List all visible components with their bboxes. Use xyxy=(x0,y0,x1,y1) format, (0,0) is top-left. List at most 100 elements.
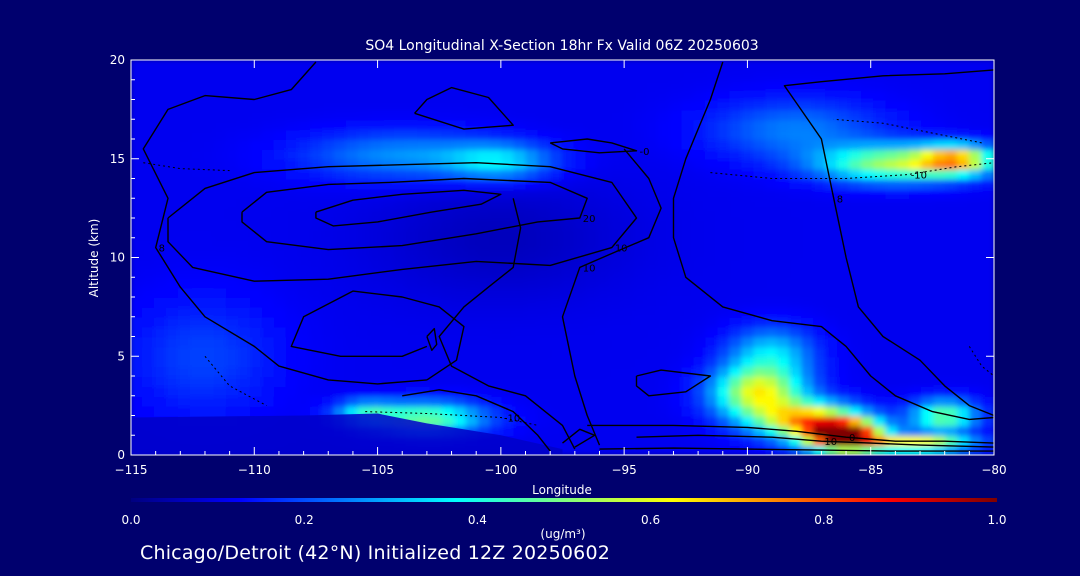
field-cell xyxy=(693,286,708,298)
field-cell xyxy=(429,325,444,338)
field-cell xyxy=(765,404,780,417)
field-cell xyxy=(489,177,504,190)
field-cell xyxy=(813,305,828,318)
field-cell xyxy=(189,384,204,397)
field-cell xyxy=(549,246,564,259)
field-cell xyxy=(801,78,816,91)
field-cell xyxy=(969,108,984,121)
field-cell xyxy=(981,256,994,269)
field-cell xyxy=(693,207,708,219)
field-cell xyxy=(309,355,324,368)
field-cell xyxy=(309,118,324,131)
field-cell xyxy=(693,335,708,348)
field-cell xyxy=(213,68,228,81)
field-cell xyxy=(429,305,444,318)
field-cell xyxy=(681,157,696,170)
field-cell xyxy=(357,246,372,259)
field-cell xyxy=(801,375,816,387)
field-cell xyxy=(969,78,984,91)
field-cell xyxy=(621,345,636,358)
field-cell xyxy=(381,197,396,210)
field-cell xyxy=(729,78,744,91)
field-cell xyxy=(789,98,804,111)
field-cell xyxy=(825,138,840,150)
field-cell xyxy=(777,276,792,289)
field-cell xyxy=(549,256,564,269)
field-cell xyxy=(225,167,240,180)
field-cell xyxy=(717,207,732,219)
field-cell xyxy=(513,394,528,407)
field-cell xyxy=(777,177,792,190)
field-cell xyxy=(285,108,300,121)
field-cell xyxy=(131,68,144,81)
field-cell xyxy=(285,147,300,160)
field-cell xyxy=(681,128,696,140)
field-cell xyxy=(489,98,504,111)
field-cell xyxy=(777,286,792,298)
field-cell xyxy=(441,197,456,210)
field-cell xyxy=(561,345,576,358)
field-cell xyxy=(561,444,576,455)
field-cell xyxy=(897,118,912,131)
field-cell xyxy=(621,246,636,259)
contour-label: 0 xyxy=(849,433,855,444)
field-cell xyxy=(945,424,960,437)
field-cell xyxy=(633,355,648,368)
field-cell xyxy=(813,394,828,407)
field-cell xyxy=(681,78,696,91)
field-cell xyxy=(405,266,420,279)
field-cell xyxy=(513,424,528,437)
field-cell xyxy=(393,276,408,289)
field-cell xyxy=(861,177,876,190)
field-cell xyxy=(189,266,204,279)
field-cell xyxy=(309,315,324,328)
field-cell xyxy=(693,325,708,338)
field-cell xyxy=(717,177,732,190)
field-cell xyxy=(369,355,384,368)
field-cell xyxy=(297,147,312,160)
field-cell xyxy=(525,365,540,377)
field-cell xyxy=(525,246,540,259)
field-cell xyxy=(645,68,660,81)
field-cell xyxy=(921,246,936,259)
field-cell xyxy=(777,197,792,210)
field-cell xyxy=(753,286,768,298)
field-cell xyxy=(885,394,900,407)
field-cell xyxy=(561,147,576,160)
field-cell xyxy=(969,325,984,338)
field-cell xyxy=(585,276,600,289)
field-cell xyxy=(177,167,192,180)
field-cell xyxy=(273,246,288,259)
field-cell xyxy=(525,434,540,447)
field-cell xyxy=(753,197,768,210)
field-cell xyxy=(897,355,912,368)
field-cell xyxy=(705,394,720,407)
field-cell xyxy=(453,128,468,140)
field-cell xyxy=(969,138,984,150)
field-cell xyxy=(561,98,576,111)
field-cell xyxy=(333,167,348,180)
field-cell xyxy=(357,276,372,289)
field-cell xyxy=(285,286,300,298)
field-cell xyxy=(765,434,780,447)
field-cell xyxy=(357,296,372,308)
field-cell xyxy=(369,256,384,269)
field-cell xyxy=(945,256,960,269)
field-cell xyxy=(729,315,744,328)
field-cell xyxy=(213,118,228,131)
field-cell xyxy=(849,236,864,249)
field-cell xyxy=(597,325,612,338)
field-cell xyxy=(381,355,396,368)
field-cell xyxy=(141,88,156,101)
field-cell xyxy=(501,286,516,298)
field-cell xyxy=(969,276,984,289)
field-cell xyxy=(633,414,648,427)
field-cell xyxy=(957,236,972,249)
field-cell xyxy=(633,444,648,455)
field-cell xyxy=(897,246,912,259)
field-cell xyxy=(873,424,888,437)
field-cell xyxy=(225,236,240,249)
field-cell xyxy=(861,207,876,219)
field-cell xyxy=(693,177,708,190)
field-cell xyxy=(837,296,852,308)
